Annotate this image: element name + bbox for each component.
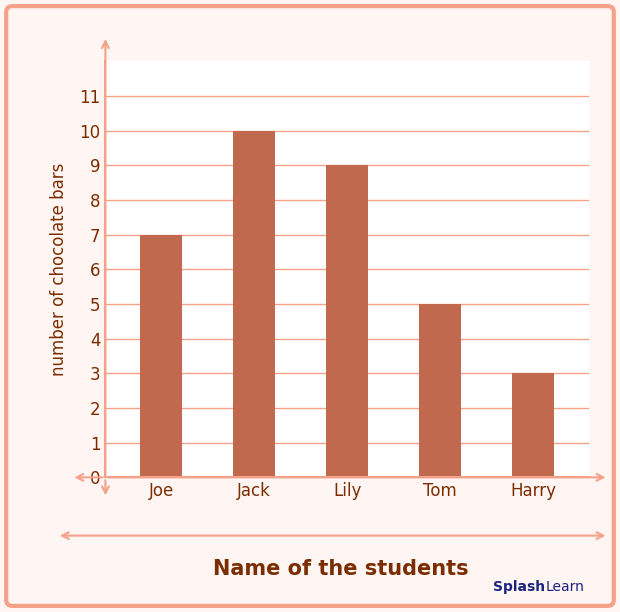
Y-axis label: number of chocolate bars: number of chocolate bars [50,163,68,376]
Text: Name of the students: Name of the students [213,559,469,579]
Bar [326,165,368,477]
Bar [233,130,275,477]
Bar [512,373,554,477]
Bar [140,234,182,477]
Text: Learn: Learn [546,580,585,594]
Text: Splash: Splash [494,580,546,594]
Bar [419,304,461,477]
